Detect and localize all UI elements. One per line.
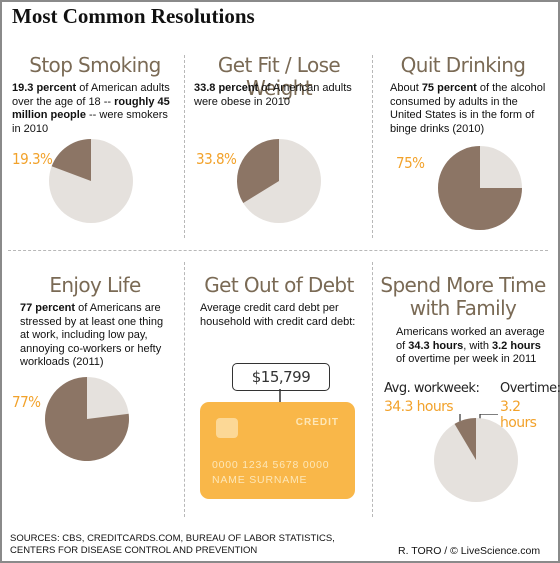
- pct-label-enjoy-life: 77%: [12, 393, 41, 411]
- heading-family: Spend More Time with Family: [380, 273, 546, 320]
- card-chip-icon: [216, 418, 238, 438]
- heading-stop-smoking: Stop Smoking: [29, 53, 161, 77]
- card-name: NAME SURNAME: [212, 474, 308, 486]
- heading-get-fit: Get Fit / Lose Weight: [217, 53, 341, 100]
- credit-card-icon: CREDIT 0000 1234 5678 0000 NAME SURNAME: [200, 402, 355, 499]
- desc-get-out-of-debt: Average credit card debt per household w…: [200, 302, 356, 328]
- divider: [184, 55, 185, 238]
- desc-stop-smoking: 19.3 percent of American adults over the…: [12, 82, 170, 135]
- pct-label-stop-smoking: 19.3%: [12, 150, 53, 168]
- desc-family: Americans worked an average of 34.3 hour…: [396, 326, 545, 365]
- pointer-line: [279, 389, 281, 403]
- desc-quit-drinking: About 75 percent of the alcohol consumed…: [390, 82, 546, 135]
- credit-line: R. TORO / © LiveScience.com: [398, 545, 541, 557]
- label-overtime: Overtime:: [500, 381, 560, 396]
- pie-chart-enjoy-life-slice-highlight: [45, 377, 129, 461]
- value-overtime: 3.2 hours: [500, 399, 537, 431]
- pct-label-get-fit: 33.8%: [196, 150, 237, 168]
- card-label: CREDIT: [295, 417, 339, 428]
- sources-note: SOURCES: CBS, CREDITCARDS.COM, BUREAU OF…: [10, 533, 335, 556]
- debt-amount-box: $15,799: [232, 363, 330, 391]
- heading-quit-drinking: Quit Drinking: [400, 53, 526, 77]
- pie-chart-family: [434, 418, 518, 502]
- divider: [184, 262, 185, 517]
- pie-chart-enjoy-life: [45, 377, 129, 461]
- page-title: Most Common Resolutions: [12, 4, 255, 28]
- pie-chart-quit-drinking: [438, 146, 522, 230]
- pie-chart-stop-smoking: [49, 139, 133, 223]
- pie-chart-quit-drinking-slice-highlight: [438, 146, 522, 230]
- heading-enjoy-life: Enjoy Life: [49, 273, 141, 297]
- card-number: 0000 1234 5678 0000: [212, 459, 330, 471]
- pie-chart-get-fit: [237, 139, 321, 223]
- divider: [372, 55, 373, 238]
- pct-label-quit-drinking: 75%: [396, 154, 425, 172]
- desc-enjoy-life: 77 percent of Americans are stressed by …: [20, 302, 164, 368]
- divider: [8, 250, 548, 251]
- value-workweek: 34.3 hours: [384, 399, 454, 415]
- divider: [372, 262, 373, 517]
- pie-chart-stop-smoking-slice-highlight: [51, 139, 91, 181]
- pie-chart-get-fit-slice-highlight: [237, 139, 279, 204]
- label-workweek: Avg. workweek:: [384, 381, 480, 396]
- heading-get-out-of-debt: Get Out of Debt: [204, 273, 354, 297]
- desc-get-fit: 33.8 percent of American adults were obe…: [194, 82, 352, 108]
- pie-chart-family-slice-highlight: [454, 418, 476, 460]
